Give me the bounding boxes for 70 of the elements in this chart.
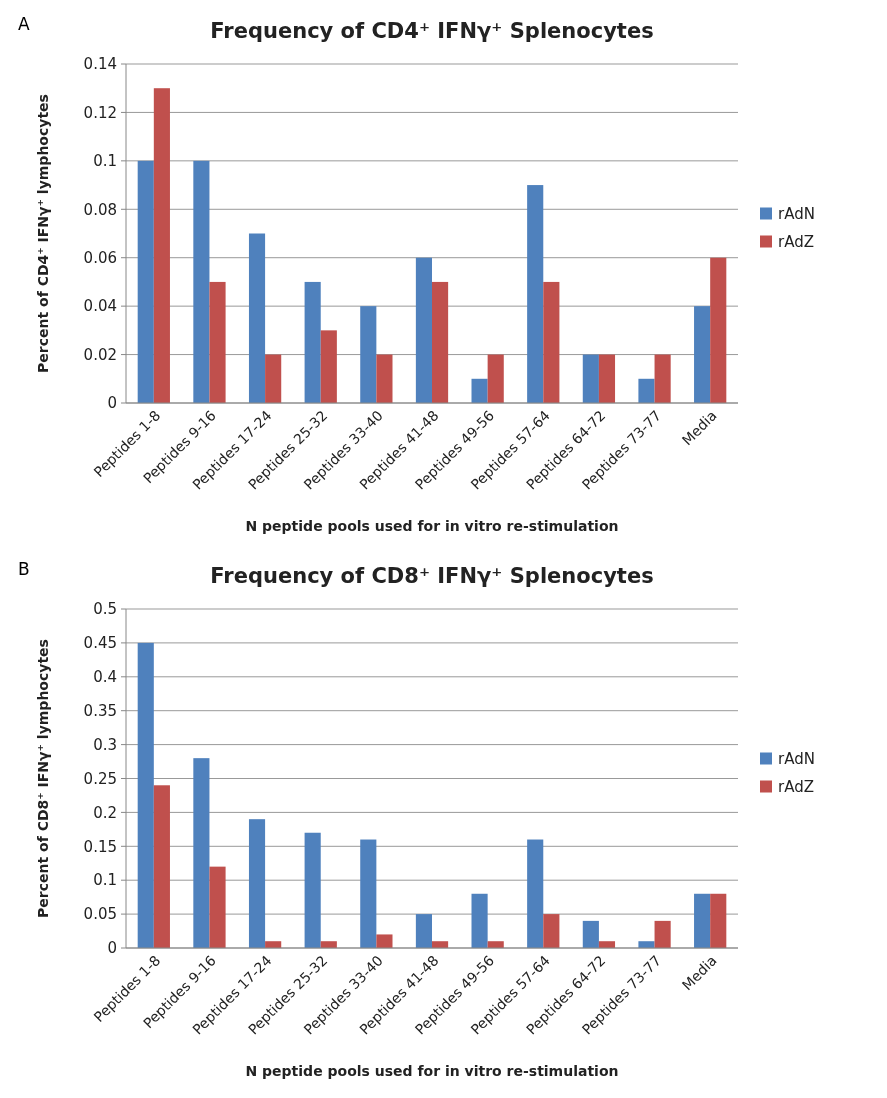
bar bbox=[304, 832, 321, 948]
bar bbox=[209, 866, 226, 948]
bar bbox=[543, 281, 560, 403]
bar bbox=[193, 160, 210, 403]
bar bbox=[527, 185, 544, 403]
y-tick-label: 0.25 bbox=[83, 769, 117, 788]
bar bbox=[320, 330, 337, 403]
y-tick-label: 0.12 bbox=[83, 103, 117, 122]
chart-title: Frequency of CD4⁺ IFNγ⁺ Splenocytes bbox=[210, 19, 654, 43]
bar bbox=[153, 88, 170, 403]
bar bbox=[487, 354, 504, 403]
bar bbox=[582, 354, 599, 403]
y-tick-label: 0 bbox=[107, 394, 117, 413]
y-tick-label: 0.5 bbox=[93, 600, 117, 619]
y-tick-label: 0.1 bbox=[93, 152, 117, 171]
bar bbox=[527, 839, 544, 948]
y-tick-label: 0.35 bbox=[83, 701, 117, 720]
bar bbox=[432, 281, 449, 403]
bar bbox=[654, 354, 671, 403]
bar bbox=[598, 354, 616, 403]
bar bbox=[360, 306, 377, 403]
bar bbox=[543, 914, 560, 948]
legend-label: rAdN bbox=[778, 749, 815, 768]
y-tick-label: 0 bbox=[107, 939, 117, 958]
bar bbox=[137, 642, 154, 948]
bar bbox=[582, 920, 599, 948]
text: A bbox=[18, 14, 30, 34]
bar bbox=[415, 914, 432, 948]
legend-label: rAdN bbox=[778, 204, 815, 223]
y-tick-label: 0.15 bbox=[83, 837, 117, 856]
bar bbox=[638, 941, 655, 948]
bar bbox=[248, 819, 266, 948]
text: B bbox=[18, 559, 30, 579]
bar bbox=[376, 354, 393, 403]
bar bbox=[654, 920, 671, 948]
y-tick-label: 0.2 bbox=[93, 803, 117, 822]
legend-label: rAdZ bbox=[778, 777, 814, 796]
bar bbox=[638, 378, 655, 403]
bar bbox=[710, 257, 727, 403]
bar bbox=[694, 306, 711, 403]
y-tick-label: 0.08 bbox=[83, 200, 117, 219]
y-tick-label: 0.4 bbox=[93, 668, 117, 687]
bar bbox=[193, 758, 210, 948]
chart-title: Frequency of CD8⁺ IFNγ⁺ Splenocytes bbox=[210, 564, 654, 588]
y-tick-label: 0.14 bbox=[83, 55, 117, 74]
bar bbox=[248, 233, 266, 403]
x-axis-title: N peptide pools used for in vitro re-stimulation bbox=[245, 518, 619, 534]
bar bbox=[304, 281, 321, 403]
bar bbox=[471, 378, 488, 403]
y-tick-label: 0.04 bbox=[83, 297, 117, 316]
y-tick-label: 0.02 bbox=[83, 345, 117, 364]
y-axis-title: Percent of CD4⁺ IFNγ⁺ lymphocytes bbox=[35, 94, 51, 373]
y-tick-label: 0.06 bbox=[83, 248, 117, 267]
bar bbox=[153, 785, 170, 948]
y-tick-label: 0.45 bbox=[83, 634, 117, 653]
bar bbox=[471, 893, 488, 948]
bar bbox=[209, 281, 226, 403]
bar bbox=[710, 893, 727, 948]
bar bbox=[415, 257, 432, 403]
x-axis-title: N peptide pools used for in vitro re-stimulation bbox=[245, 1063, 619, 1079]
legend-label: rAdZ bbox=[778, 232, 814, 251]
y-tick-label: 0.05 bbox=[83, 905, 117, 924]
y-tick-label: 0.1 bbox=[93, 871, 117, 890]
y-axis-title: Percent of CD8⁺ IFNγ⁺ lymphocytes bbox=[35, 639, 51, 918]
y-tick-label: 0.3 bbox=[93, 735, 117, 754]
bar bbox=[265, 354, 282, 403]
bar bbox=[376, 934, 393, 948]
bar bbox=[137, 160, 154, 403]
bar bbox=[694, 893, 711, 948]
bar bbox=[360, 839, 377, 948]
